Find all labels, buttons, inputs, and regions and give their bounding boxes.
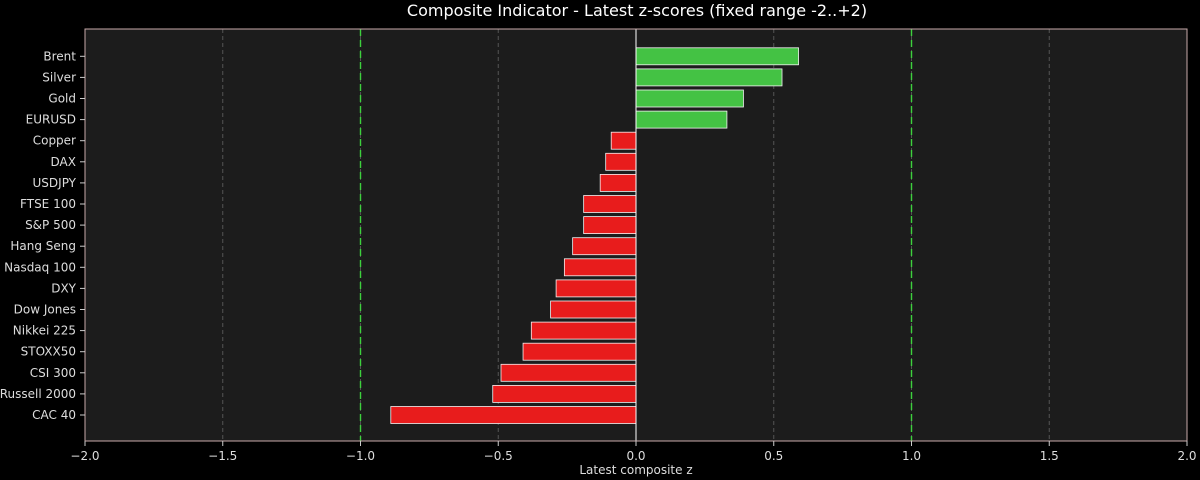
bar-eurusd — [635, 110, 728, 129]
y-tick-label: Silver — [42, 70, 76, 84]
x-tick-label: −1.0 — [346, 449, 375, 463]
bar-dax — [605, 152, 637, 171]
y-tick-label: DAX — [51, 155, 76, 169]
bar-russell-2000 — [492, 384, 637, 403]
bar-ftse-100 — [583, 195, 637, 213]
bar-s-p-500 — [583, 216, 637, 235]
x-tick-label: 0.0 — [626, 449, 645, 463]
reference-lines — [359, 29, 913, 441]
bar-stoxx50 — [522, 342, 637, 361]
x-tick-label: 1.5 — [1040, 449, 1059, 463]
y-tick-label: USDJPY — [33, 176, 77, 190]
y-tick-label: Nasdaq 100 — [4, 260, 76, 274]
bar-nikkei-225 — [530, 321, 637, 340]
x-tick-label: −0.5 — [484, 449, 513, 463]
y-tick-label: Hang Seng — [10, 239, 76, 253]
x-tick-label: −1.5 — [208, 449, 237, 463]
y-tick-label: DXY — [51, 281, 76, 295]
y-tick-label: Nikkei 225 — [13, 324, 76, 338]
bar-dow-jones — [550, 300, 637, 319]
bar-silver — [635, 68, 783, 87]
bar-brent — [635, 47, 799, 66]
y-tick-label: CAC 40 — [32, 408, 76, 422]
chart-title: Composite Indicator - Latest z-scores (f… — [407, 1, 867, 20]
bar-cac-40 — [390, 406, 637, 424]
bar-csi-300 — [500, 363, 637, 382]
bars — [390, 47, 799, 424]
y-tick-label: EURUSD — [26, 113, 76, 127]
x-tick-label: 2.0 — [1177, 449, 1196, 463]
bar-gold — [635, 89, 744, 108]
bar-hang-seng — [572, 237, 637, 256]
bar-usdjpy — [599, 173, 637, 192]
x-tick-label: −2.0 — [70, 449, 99, 463]
y-tick-label: Brent — [43, 49, 76, 63]
y-tick-label: STOXX50 — [21, 345, 76, 359]
y-tick-label: S&P 500 — [25, 218, 76, 232]
y-ticks: Brent Silver Gold EURUSD Copper DAX USDJPY FTSE… — [0, 49, 85, 422]
y-tick-label: Russell 2000 — [0, 387, 76, 401]
y-tick-label: CSI 300 — [30, 366, 76, 380]
y-tick-label: Copper — [33, 134, 76, 148]
y-tick-label: Gold — [48, 92, 76, 106]
x-axis-label: Latest composite z — [579, 463, 692, 477]
bar-dxy — [555, 279, 637, 298]
y-tick-label: Dow Jones — [14, 303, 76, 317]
x-tick-label: 1.0 — [902, 449, 921, 463]
x-ticks: −2.0 −1.5 −1.0 −0.5 0.0 0.5 1.0 1.5 2.0 — [70, 441, 1197, 463]
bar-copper — [610, 131, 637, 150]
bar-nasdaq-100 — [563, 258, 637, 277]
x-tick-label: 0.5 — [764, 449, 783, 463]
y-tick-label: FTSE 100 — [20, 197, 76, 211]
